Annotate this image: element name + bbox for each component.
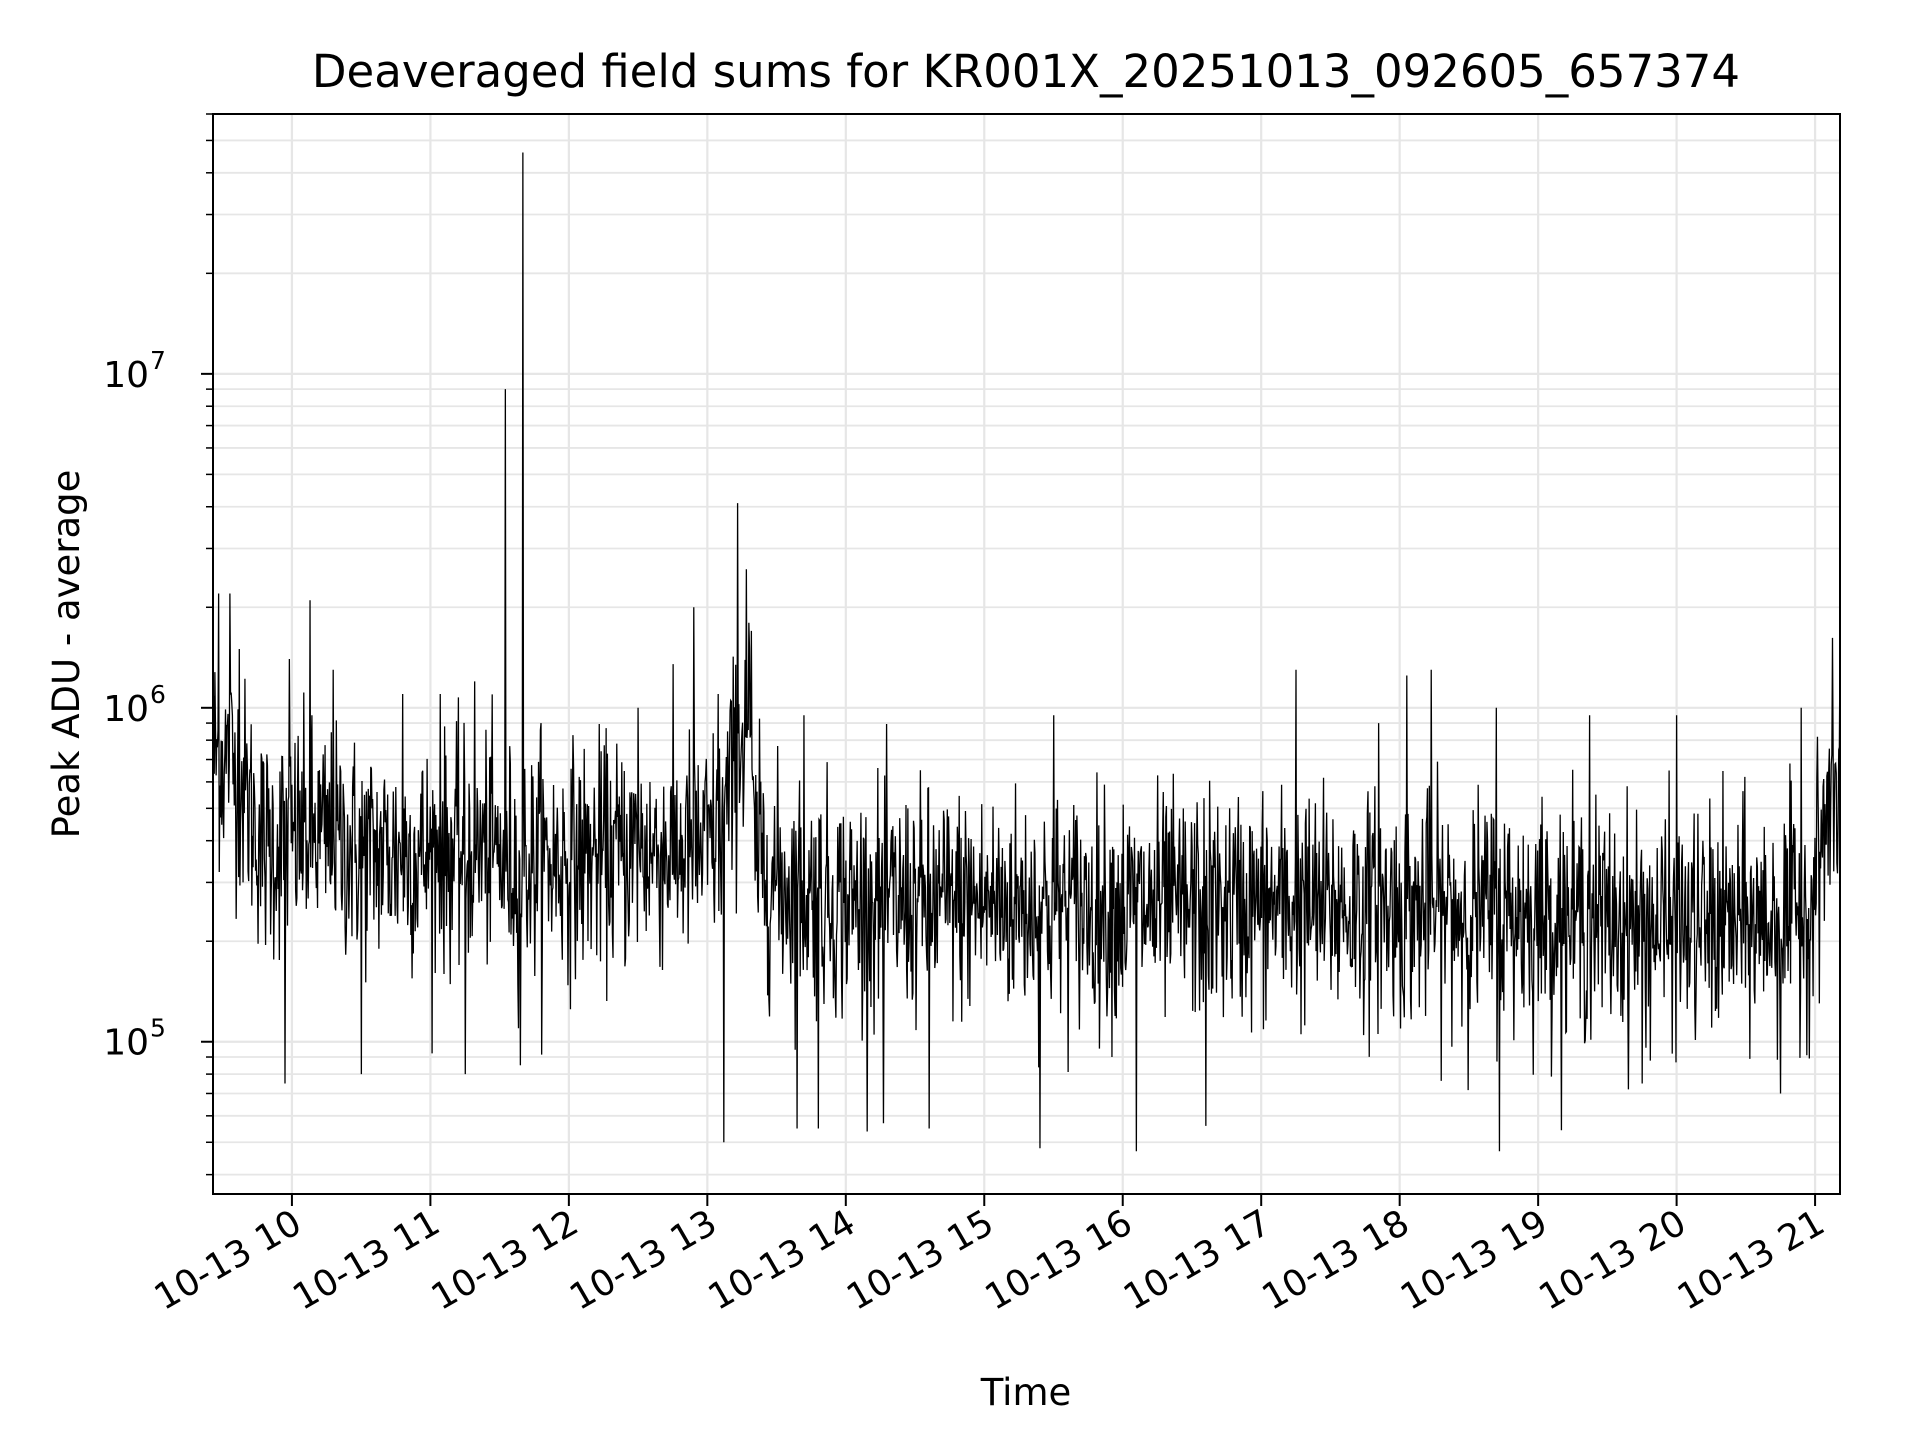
y-tick-base: 10: [103, 1023, 149, 1064]
y-tick-exponent: 7: [150, 346, 166, 375]
series-line: [212, 152, 1841, 1152]
series-layer: [212, 152, 1841, 1152]
y-tick-base: 10: [103, 355, 149, 396]
y-tick-label: 10: [103, 1023, 149, 1064]
chart-title: Deaveraged field sums for KR001X_2025101…: [312, 45, 1740, 98]
plot-frame: [212, 113, 1841, 1195]
y-tick-exponent: 6: [150, 680, 166, 709]
y-axis-label: Peak ADU - average: [45, 470, 88, 839]
y-tick-exponent: 5: [150, 1014, 166, 1043]
grid: [213, 113, 1840, 1194]
y-tick-base: 10: [103, 689, 149, 730]
x-axis-label: Time: [980, 1371, 1072, 1414]
y-tick-label: 10: [103, 689, 149, 730]
y-tick-label: 10: [103, 355, 149, 396]
